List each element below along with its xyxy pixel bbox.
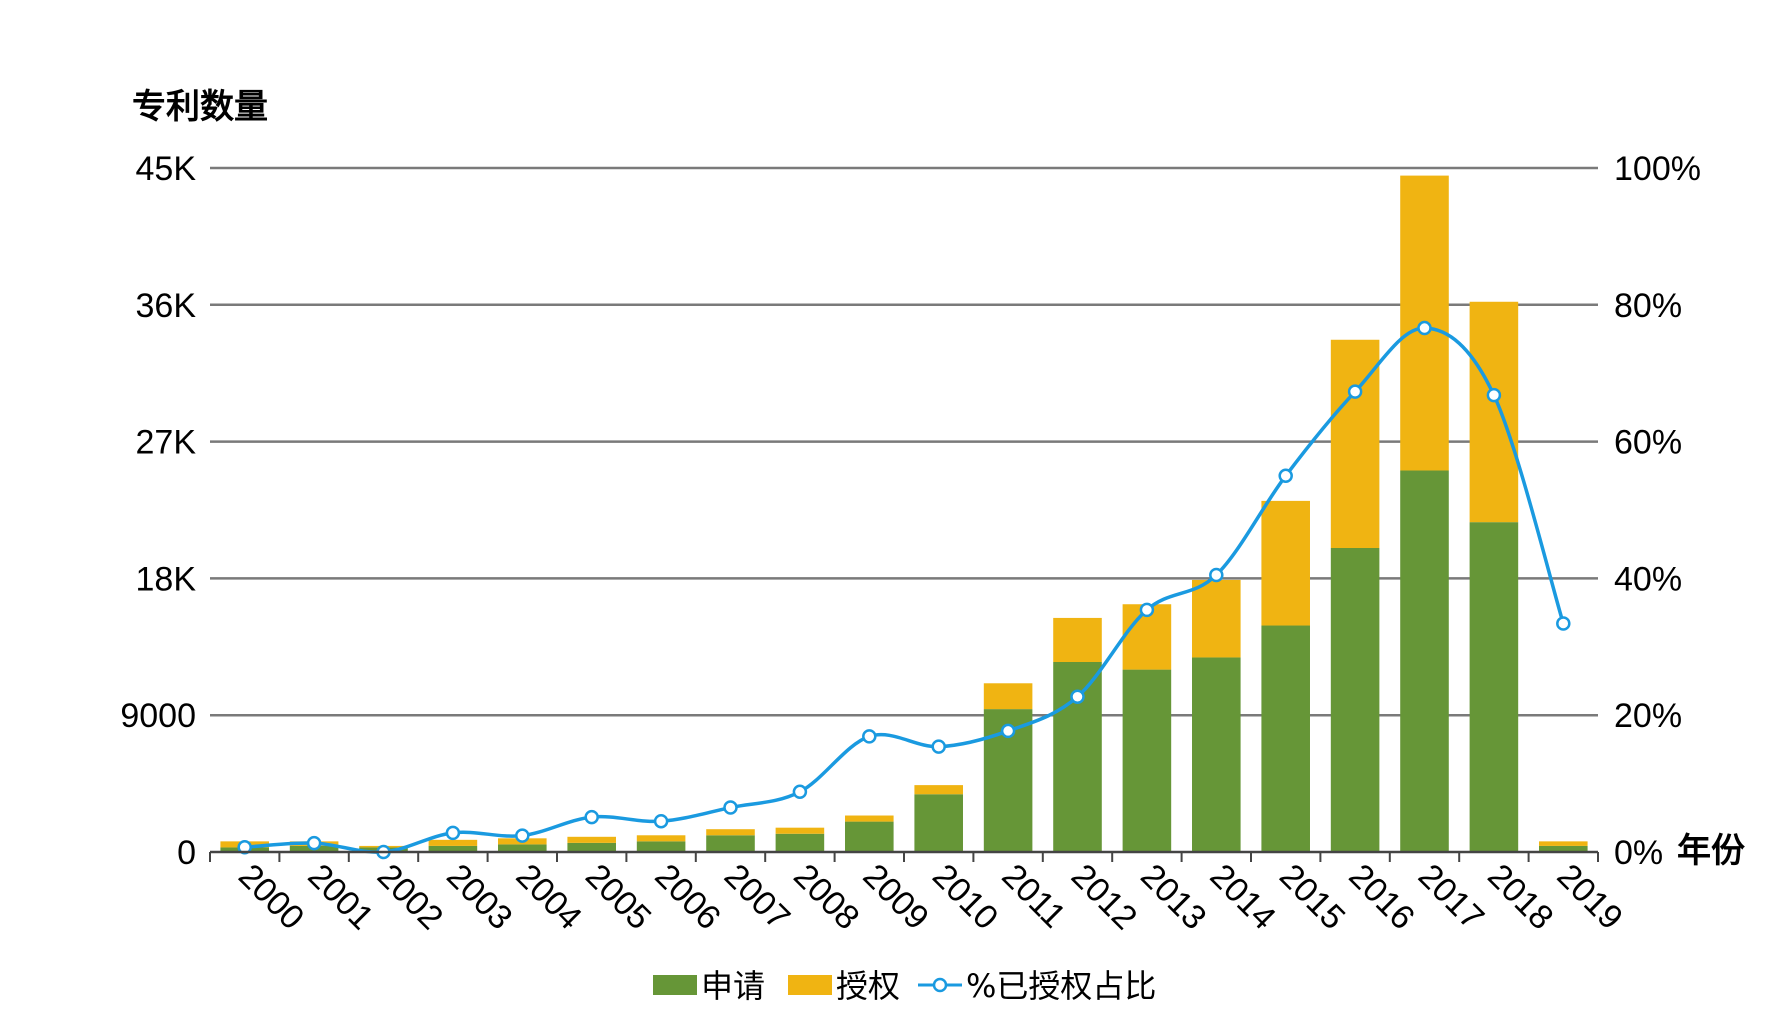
y-right-tick-label: 20% — [1614, 697, 1682, 735]
ratio-point-2013 — [1141, 604, 1153, 616]
ratio-point-2003 — [447, 827, 459, 839]
x-tick-label-2006: 2006 — [647, 857, 727, 937]
ratio-point-2016 — [1349, 386, 1361, 398]
ratio-point-2009 — [863, 730, 875, 742]
bar-grant-2014 — [1192, 580, 1241, 658]
y-left-tick-label: 45K — [136, 150, 197, 188]
bar-grant-2006 — [637, 835, 686, 841]
legend-label-grant: 授权 — [836, 967, 900, 1005]
bar-apply-2009 — [845, 822, 894, 852]
y-right-tick-label: 0% — [1614, 834, 1663, 872]
ratio-point-2012 — [1072, 691, 1084, 703]
x-tick-label-2007: 2007 — [717, 857, 797, 937]
y-right-tick-label: 60% — [1614, 424, 1682, 462]
x-tick-label-2017: 2017 — [1411, 857, 1491, 937]
bar-grant-2012 — [1053, 618, 1102, 662]
y-right-tick-label: 100% — [1614, 150, 1701, 188]
x-tick-label-2009: 2009 — [856, 857, 936, 937]
x-tick-label-2011: 2011 — [994, 857, 1073, 936]
bar-grant-2010 — [914, 785, 963, 794]
x-tick-label-2015: 2015 — [1272, 857, 1352, 937]
ratio-point-2015 — [1280, 470, 1292, 482]
legend-swatch-grant — [788, 975, 832, 995]
bar-grant-2019 — [1539, 841, 1588, 846]
y-left-tick-label: 27K — [136, 424, 197, 462]
axes: 0900018K27K36K45K0%20%40%60%80%100%20002… — [120, 150, 1701, 937]
legend-swatch-apply — [653, 975, 697, 995]
bars — [220, 176, 1587, 852]
y-left-tick-label: 9000 — [120, 697, 196, 735]
ratio-point-2008 — [794, 786, 806, 798]
ratio-point-2018 — [1488, 389, 1500, 401]
y-axis-title: 专利数量 — [132, 87, 268, 127]
bar-grant-2018 — [1470, 302, 1519, 522]
bar-grant-2011 — [984, 683, 1033, 709]
ratio-point-2010 — [933, 741, 945, 753]
y-left-tick-label: 18K — [136, 560, 197, 598]
bar-apply-2015 — [1261, 626, 1310, 852]
x-axis-title: 年份 — [1677, 831, 1745, 871]
y-left-tick-label: 0 — [177, 834, 196, 872]
x-tick-label-2014: 2014 — [1203, 857, 1283, 937]
x-tick-label-2005: 2005 — [578, 857, 658, 937]
x-tick-label-2001: 2001 — [300, 857, 380, 937]
bar-grant-2008 — [776, 828, 825, 834]
bar-grant-2005 — [567, 837, 616, 843]
ratio-point-2006 — [655, 815, 667, 827]
bar-grant-2003 — [429, 840, 478, 846]
bar-grant-2007 — [706, 829, 755, 835]
ratio-point-2005 — [586, 811, 598, 823]
bar-apply-2005 — [567, 843, 616, 852]
x-tick-label-2004: 2004 — [509, 857, 589, 937]
ratio-point-2011 — [1002, 725, 1014, 737]
ratio-point-2004 — [516, 830, 528, 842]
bar-apply-2007 — [706, 835, 755, 852]
bar-apply-2008 — [776, 834, 825, 852]
x-tick-label-2008: 2008 — [786, 857, 866, 937]
gridlines — [210, 168, 1598, 715]
legend-label-ratio: %已授权占比 — [966, 967, 1156, 1005]
ratio-point-2014 — [1210, 569, 1222, 581]
bar-apply-2014 — [1192, 657, 1241, 852]
bar-grant-2015 — [1261, 501, 1310, 626]
y-left-tick-label: 36K — [136, 287, 197, 325]
bar-apply-2018 — [1470, 522, 1519, 852]
x-tick-label-2010: 2010 — [925, 857, 1005, 937]
bar-apply-2016 — [1331, 548, 1380, 852]
bar-apply-2013 — [1123, 670, 1172, 852]
bar-apply-2010 — [914, 794, 963, 852]
x-tick-label-2003: 2003 — [439, 857, 519, 937]
ratio-point-2007 — [725, 802, 737, 814]
ratio-point-2019 — [1557, 618, 1569, 630]
x-tick-label-2000: 2000 — [231, 857, 311, 937]
y-right-tick-label: 80% — [1614, 287, 1682, 325]
ratio-point-2001 — [308, 837, 320, 849]
ratio-point-2017 — [1419, 322, 1431, 334]
x-tick-label-2012: 2012 — [1064, 857, 1144, 937]
x-tick-label-2016: 2016 — [1341, 857, 1421, 937]
bar-apply-2017 — [1400, 470, 1449, 852]
bar-apply-2006 — [637, 841, 686, 852]
x-tick-label-2013: 2013 — [1133, 857, 1213, 937]
legend-marker-ratio — [934, 979, 946, 991]
x-tick-label-2018: 2018 — [1480, 857, 1560, 937]
y-right-tick-label: 40% — [1614, 560, 1682, 598]
bar-grant-2009 — [845, 816, 894, 822]
legend-label-apply: 申请 — [701, 967, 765, 1005]
x-tick-label-2002: 2002 — [370, 857, 450, 937]
legend: 申请 授权 %已授权占比 — [653, 967, 1156, 1005]
